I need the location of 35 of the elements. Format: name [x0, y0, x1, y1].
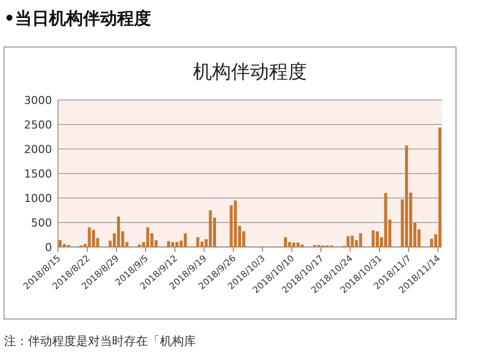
y-tick-label: 1500: [24, 168, 52, 180]
bar: [92, 230, 95, 247]
bar: [372, 230, 375, 247]
chart-subtitle: 机构伴动程度: [193, 61, 307, 83]
y-tick-label: 2000: [24, 143, 52, 156]
bar: [284, 237, 287, 247]
y-tick-label: 500: [31, 216, 52, 230]
text: 注：伴动程度是对当时存在「机构库: [4, 334, 196, 348]
bar: [384, 193, 388, 247]
bar: [346, 236, 350, 247]
bar: [62, 244, 66, 247]
bar: [234, 200, 237, 247]
bar: [184, 233, 187, 247]
bar: [438, 127, 442, 247]
y-tick-label: 1000: [24, 192, 52, 205]
bar: [167, 241, 170, 247]
bar: [430, 238, 434, 247]
chart-title: •当日机构伴动程度: [4, 9, 151, 29]
bar: [88, 227, 91, 247]
bar: [146, 227, 150, 247]
bar: [175, 242, 178, 247]
bar: [350, 236, 354, 247]
bar: [171, 242, 174, 247]
bar: [117, 216, 120, 247]
bar: [359, 233, 362, 247]
bar: [208, 210, 212, 247]
bar: [376, 231, 379, 247]
bar: [405, 146, 408, 247]
bar: [296, 242, 300, 247]
y-tick-label: 3000: [24, 94, 52, 107]
bar: [58, 240, 62, 247]
bar: [292, 242, 296, 247]
y-tick-label: 0: [45, 241, 52, 254]
bar: [196, 237, 200, 247]
y-tick-label: 2500: [24, 118, 52, 132]
